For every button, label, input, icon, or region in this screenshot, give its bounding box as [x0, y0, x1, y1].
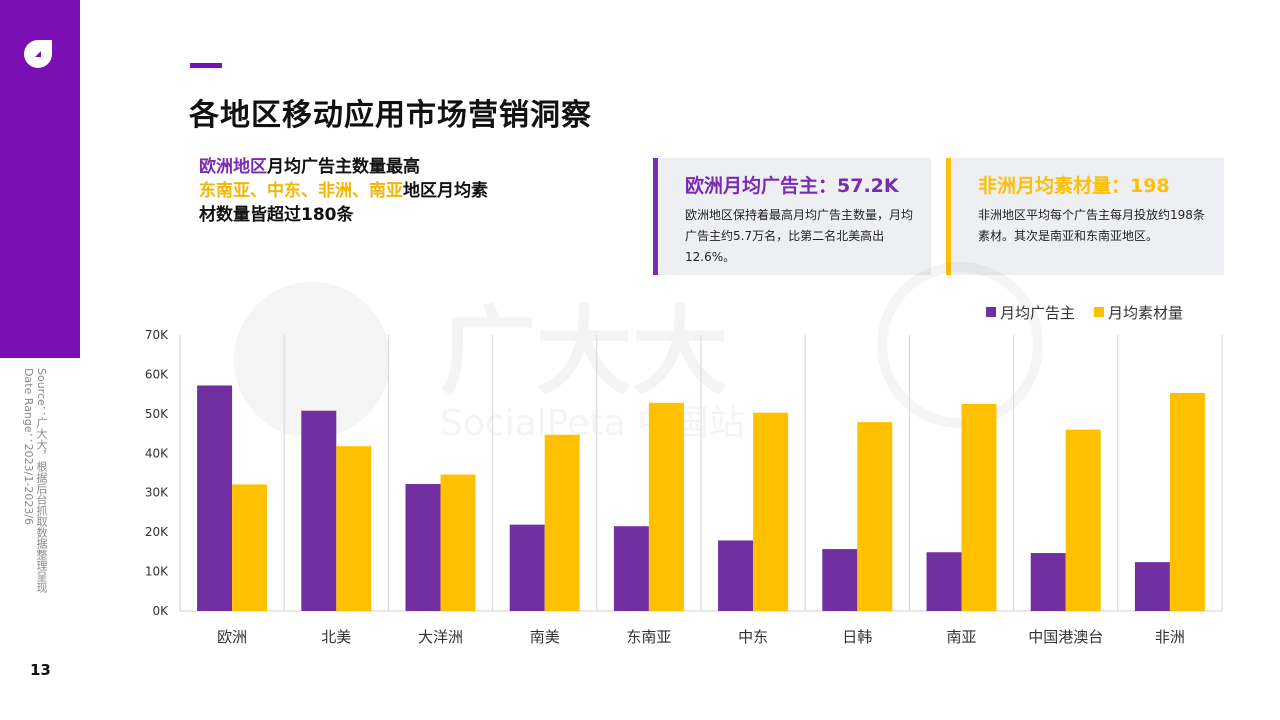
africa-card-title: 非洲月均素材量：198: [978, 175, 1170, 197]
europe-card-title: 欧洲月均广告主：57.2K: [685, 175, 899, 197]
x-axis-labels: 欧洲 北美 大洋洲 南美 东南亚 中东 日韩 南亚 中国港澳台 非洲: [217, 628, 1185, 646]
bar-advertisers: [405, 484, 441, 611]
y-tick-label: 60K: [145, 367, 169, 381]
headline: 欧洲地区月均广告主数量最高东南亚、中东、非洲、南亚地区月均素材数量皆超过180条: [199, 155, 499, 227]
bar-advertisers: [1030, 553, 1066, 611]
headline-highlight-regions: 东南亚、中东、非洲、南亚: [199, 181, 403, 201]
watermark-sub: SocialPeta 中国站: [440, 403, 745, 444]
bar-creatives: [1065, 429, 1101, 611]
x-tick-label: 大洋洲: [418, 628, 463, 646]
bar-creatives: [648, 402, 684, 611]
y-tick-label: 50K: [145, 407, 169, 421]
page-title: 各地区移动应用市场营销洞察: [189, 98, 592, 133]
africa-insight-card: 非洲月均素材量：198 非洲地区平均每个广告主每月投放约198条素材。其次是南亚…: [946, 158, 1224, 275]
bar-creatives: [336, 446, 372, 611]
x-tick-label: 欧洲: [217, 628, 247, 646]
x-tick-label: 非洲: [1155, 628, 1185, 646]
source-text: Source：广大大，根据后台抓取数据整理呈现: [35, 368, 48, 593]
category-separators: [283, 335, 1223, 611]
legend-label: 月均广告主: [1000, 304, 1075, 322]
headline-text-2: 地区月均素材数量皆超过180条: [199, 181, 488, 225]
watermark-brand: 广大大: [440, 296, 728, 408]
title-accent-bar: [190, 63, 222, 68]
watermark-mascot-icon: [877, 262, 1043, 428]
x-tick-label: 东南亚: [626, 628, 671, 646]
bars: [197, 385, 1205, 611]
bar-advertisers: [301, 410, 337, 611]
headline-text-1: 月均广告主数量最高: [267, 157, 420, 177]
date-range-text: Date Range：2023/1-2023/6: [22, 368, 35, 526]
legend-swatch-advertisers: [986, 307, 996, 317]
legend-label: 月均素材量: [1108, 304, 1183, 322]
bar-advertisers: [509, 524, 545, 611]
x-tick-label: 中国港澳台: [1028, 628, 1103, 646]
x-tick-label: 北美: [321, 628, 351, 646]
bar-creatives: [961, 404, 997, 611]
bar-advertisers: [197, 385, 233, 611]
bar-creatives: [753, 412, 789, 611]
page-number: 13: [30, 661, 51, 679]
y-tick-label: 70K: [145, 328, 169, 342]
bar-creatives: [232, 484, 268, 611]
y-tick-label: 0K: [152, 604, 169, 618]
bar-creatives: [440, 474, 476, 611]
y-tick-label: 20K: [145, 525, 169, 539]
x-tick-label: 日韩: [842, 628, 872, 646]
headline-highlight-europe: 欧洲地区: [199, 157, 267, 177]
legend: 月均广告主 月均素材量: [986, 304, 1183, 322]
bar-advertisers: [926, 552, 962, 611]
watermark: 广大大 SocialPeta 中国站: [234, 262, 1043, 444]
x-tick-label: 南美: [530, 628, 560, 646]
x-tick-label: 南亚: [946, 628, 976, 646]
bar-creatives: [857, 422, 893, 611]
bar-creatives: [544, 434, 580, 611]
watermark-logo-icon: [234, 282, 390, 438]
y-tick-label: 30K: [145, 486, 169, 500]
y-tick-label: 10K: [145, 565, 169, 579]
bar-creatives: [1169, 392, 1205, 611]
source-note: Source：广大大，根据后台抓取数据整理呈现 Date Range：2023/…: [22, 368, 48, 593]
africa-card-text: 非洲地区平均每个广告主每月投放约198条素材。其次是南亚和东南亚地区。: [978, 208, 1205, 243]
bar-advertisers: [822, 549, 858, 611]
y-tick-label: 40K: [145, 446, 169, 460]
x-tick-label: 中东: [738, 628, 768, 646]
bar-advertisers: [613, 526, 649, 611]
europe-insight-card: 欧洲月均广告主：57.2K 欧洲地区保持着最高月均广告主数量，月均广告主约5.7…: [653, 158, 931, 275]
brand-logo-icon: [24, 40, 52, 68]
legend-swatch-creatives: [1094, 307, 1104, 317]
europe-card-text: 欧洲地区保持着最高月均广告主数量，月均广告主约5.7万名，比第二名北美高出12.…: [685, 208, 914, 264]
bar-advertisers: [1134, 562, 1170, 611]
bar-advertisers: [718, 540, 754, 611]
